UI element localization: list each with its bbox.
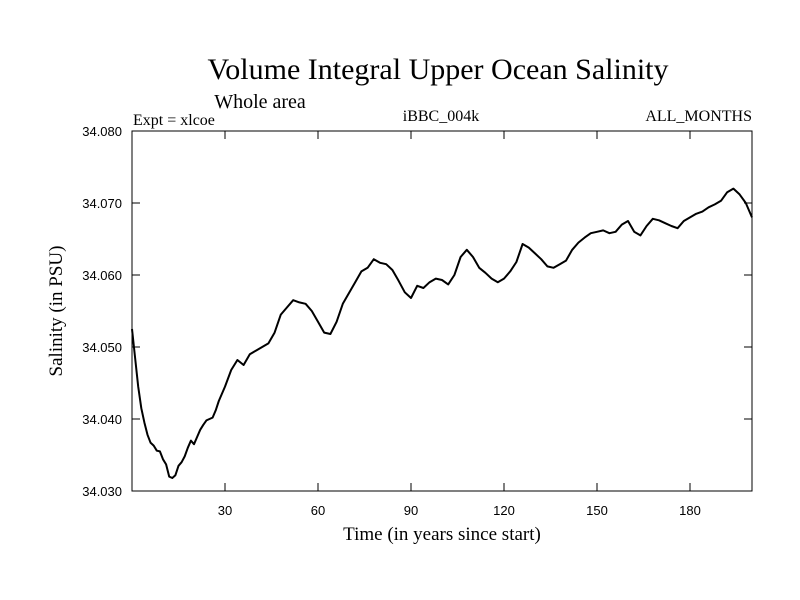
run-label: iBBC_004k <box>403 108 479 125</box>
months-label: ALL_MONTHS <box>645 108 752 125</box>
y-tick-label: 34.070 <box>82 196 122 211</box>
plot-frame <box>131 130 753 492</box>
y-axis: 34.030 34.040 34.050 34.060 34.070 34.080 <box>82 124 752 499</box>
x-axis: 30 60 90 120 150 180 <box>218 131 701 518</box>
x-tick-label: 60 <box>311 503 325 518</box>
y-tick-label: 34.060 <box>82 268 122 283</box>
y-tick-label: 34.040 <box>82 412 122 427</box>
x-tick-label: 150 <box>586 503 608 518</box>
x-tick-label: 180 <box>679 503 701 518</box>
y-tick-label: 34.080 <box>82 124 122 139</box>
salinity-series-line <box>131 187 753 479</box>
x-tick-label: 30 <box>218 503 232 518</box>
x-tick-label: 120 <box>493 503 515 518</box>
experiment-label: Expt = xlcoe <box>133 112 215 129</box>
y-tick-label: 34.030 <box>82 484 122 499</box>
x-axis-title: Time (in years since start) <box>343 524 541 545</box>
y-tick-label: 34.050 <box>82 340 122 355</box>
chart-title: Volume Integral Upper Ocean Salinity <box>208 53 669 86</box>
x-tick-label: 90 <box>404 503 418 518</box>
chart-subtitle: Whole area <box>214 91 306 113</box>
y-axis-title: Salinity (in PSU) <box>46 246 67 377</box>
